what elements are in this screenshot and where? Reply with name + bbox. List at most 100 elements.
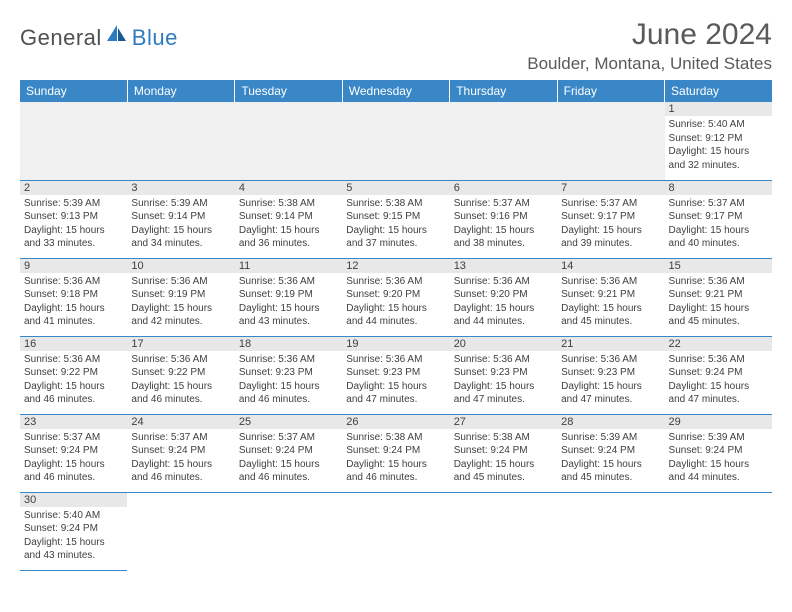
daylight-line: Daylight: 15 hours [24, 302, 123, 316]
calendar-day-cell: 9 Sunrise: 5:36 AMSunset: 9:18 PMDaylight… [20, 258, 127, 336]
sunset-line: Sunset: 9:24 PM [346, 444, 445, 458]
day-number: 9 [20, 259, 127, 273]
daylight-line: Daylight: 15 hours [24, 224, 123, 238]
sunset-line: Sunset: 9:14 PM [131, 210, 230, 224]
day-number: 26 [342, 415, 449, 429]
daylight-line2: and 32 minutes. [669, 159, 768, 173]
day-info: Sunrise: 5:36 AMSunset: 9:23 PMDaylight:… [346, 353, 445, 407]
daylight-line: Daylight: 15 hours [454, 380, 553, 394]
sunset-line: Sunset: 9:23 PM [346, 366, 445, 380]
sunrise-line: Sunrise: 5:36 AM [131, 275, 230, 289]
day-info: Sunrise: 5:37 AMSunset: 9:16 PMDaylight:… [454, 197, 553, 251]
day-info: Sunrise: 5:37 AMSunset: 9:17 PMDaylight:… [669, 197, 768, 251]
day-number: 14 [557, 259, 664, 273]
logo-text-blue: Blue [132, 25, 178, 51]
calendar-day-cell: 27Sunrise: 5:38 AMSunset: 9:24 PMDayligh… [450, 414, 557, 492]
day-number: 29 [665, 415, 772, 429]
sunrise-line: Sunrise: 5:36 AM [24, 275, 123, 289]
daylight-line2: and 34 minutes. [131, 237, 230, 251]
daylight-line: Daylight: 15 hours [669, 145, 768, 159]
sunrise-line: Sunrise: 5:39 AM [561, 431, 660, 445]
calendar-day-cell: 23Sunrise: 5:37 AMSunset: 9:24 PMDayligh… [20, 414, 127, 492]
daylight-line2: and 43 minutes. [24, 549, 123, 563]
sunrise-line: Sunrise: 5:40 AM [24, 509, 123, 523]
daylight-line2: and 38 minutes. [454, 237, 553, 251]
sunset-line: Sunset: 9:12 PM [669, 132, 768, 146]
calendar-day-cell: 14Sunrise: 5:36 AMSunset: 9:21 PMDayligh… [557, 258, 664, 336]
day-number: 25 [235, 415, 342, 429]
sunset-line: Sunset: 9:21 PM [669, 288, 768, 302]
calendar-day-cell [342, 492, 449, 570]
sunset-line: Sunset: 9:20 PM [454, 288, 553, 302]
sunset-line: Sunset: 9:14 PM [239, 210, 338, 224]
logo-text-general: General [20, 25, 102, 51]
day-number: 19 [342, 337, 449, 351]
daylight-line: Daylight: 15 hours [346, 380, 445, 394]
calendar-day-cell: 5Sunrise: 5:38 AMSunset: 9:15 PMDaylight… [342, 180, 449, 258]
weekday-header: Saturday [665, 80, 772, 102]
sunset-line: Sunset: 9:24 PM [24, 444, 123, 458]
day-number: 7 [557, 181, 664, 195]
sunrise-line: Sunrise: 5:37 AM [669, 197, 768, 211]
calendar-day-cell: 20Sunrise: 5:36 AMSunset: 9:23 PMDayligh… [450, 336, 557, 414]
sunset-line: Sunset: 9:21 PM [561, 288, 660, 302]
daylight-line2: and 37 minutes. [346, 237, 445, 251]
day-number: 8 [665, 181, 772, 195]
day-info: Sunrise: 5:36 AMSunset: 9:22 PMDaylight:… [131, 353, 230, 407]
day-number: 12 [342, 259, 449, 273]
daylight-line2: and 40 minutes. [669, 237, 768, 251]
day-info: Sunrise: 5:36 AMSunset: 9:20 PMDaylight:… [454, 275, 553, 329]
daylight-line2: and 44 minutes. [669, 471, 768, 485]
sunrise-line: Sunrise: 5:37 AM [131, 431, 230, 445]
sunrise-line: Sunrise: 5:36 AM [239, 275, 338, 289]
weekday-header: Thursday [450, 80, 557, 102]
sunset-line: Sunset: 9:18 PM [24, 288, 123, 302]
calendar-day-cell [342, 102, 449, 180]
daylight-line: Daylight: 15 hours [561, 302, 660, 316]
day-number: 10 [127, 259, 234, 273]
calendar-day-cell: 30Sunrise: 5:40 AMSunset: 9:24 PMDayligh… [20, 492, 127, 570]
daylight-line: Daylight: 15 hours [346, 302, 445, 316]
day-info: Sunrise: 5:39 AMSunset: 9:14 PMDaylight:… [131, 197, 230, 251]
sunrise-line: Sunrise: 5:37 AM [454, 197, 553, 211]
calendar-day-cell: 22Sunrise: 5:36 AMSunset: 9:24 PMDayligh… [665, 336, 772, 414]
sunrise-line: Sunrise: 5:36 AM [669, 275, 768, 289]
calendar-day-cell: 28Sunrise: 5:39 AMSunset: 9:24 PMDayligh… [557, 414, 664, 492]
daylight-line2: and 47 minutes. [561, 393, 660, 407]
daylight-line: Daylight: 15 hours [669, 380, 768, 394]
page-header: General Blue June 2024 Boulder, Montana,… [20, 18, 772, 74]
day-number: 22 [665, 337, 772, 351]
calendar-day-cell: 6Sunrise: 5:37 AMSunset: 9:16 PMDaylight… [450, 180, 557, 258]
day-number: 5 [342, 181, 449, 195]
daylight-line: Daylight: 15 hours [239, 302, 338, 316]
daylight-line: Daylight: 15 hours [131, 380, 230, 394]
day-info: Sunrise: 5:36 AMSunset: 9:23 PMDaylight:… [239, 353, 338, 407]
day-number: 17 [127, 337, 234, 351]
day-info: Sunrise: 5:39 AMSunset: 9:13 PMDaylight:… [24, 197, 123, 251]
calendar-week-row: 9Sunrise: 5:36 AMSunset: 9:18 PMDaylight… [20, 258, 772, 336]
daylight-line: Daylight: 15 hours [131, 302, 230, 316]
calendar-week-row: 1Sunrise: 5:40 AMSunset: 9:12 PMDaylight… [20, 102, 772, 180]
daylight-line2: and 46 minutes. [24, 393, 123, 407]
sunset-line: Sunset: 9:23 PM [454, 366, 553, 380]
calendar-day-cell: 13Sunrise: 5:36 AMSunset: 9:20 PMDayligh… [450, 258, 557, 336]
sunset-line: Sunset: 9:19 PM [239, 288, 338, 302]
weekday-header-row: Sunday Monday Tuesday Wednesday Thursday… [20, 80, 772, 102]
sunrise-line: Sunrise: 5:40 AM [669, 118, 768, 132]
daylight-line: Daylight: 15 hours [24, 536, 123, 550]
sunrise-line: Sunrise: 5:36 AM [346, 275, 445, 289]
weekday-header: Friday [557, 80, 664, 102]
sunset-line: Sunset: 9:23 PM [239, 366, 338, 380]
sunset-line: Sunset: 9:24 PM [669, 444, 768, 458]
daylight-line: Daylight: 15 hours [669, 458, 768, 472]
day-info: Sunrise: 5:39 AMSunset: 9:24 PMDaylight:… [669, 431, 768, 485]
day-info: Sunrise: 5:40 AMSunset: 9:24 PMDaylight:… [24, 509, 123, 563]
day-number: 27 [450, 415, 557, 429]
calendar-day-cell: 8 Sunrise: 5:37 AMSunset: 9:17 PMDaylight… [665, 180, 772, 258]
calendar-day-cell: 3Sunrise: 5:39 AMSunset: 9:14 PMDaylight… [127, 180, 234, 258]
calendar-day-cell: 4Sunrise: 5:38 AMSunset: 9:14 PMDaylight… [235, 180, 342, 258]
sunrise-line: Sunrise: 5:36 AM [24, 353, 123, 367]
sunset-line: Sunset: 9:24 PM [561, 444, 660, 458]
sunset-line: Sunset: 9:24 PM [24, 522, 123, 536]
day-number: 16 [20, 337, 127, 351]
